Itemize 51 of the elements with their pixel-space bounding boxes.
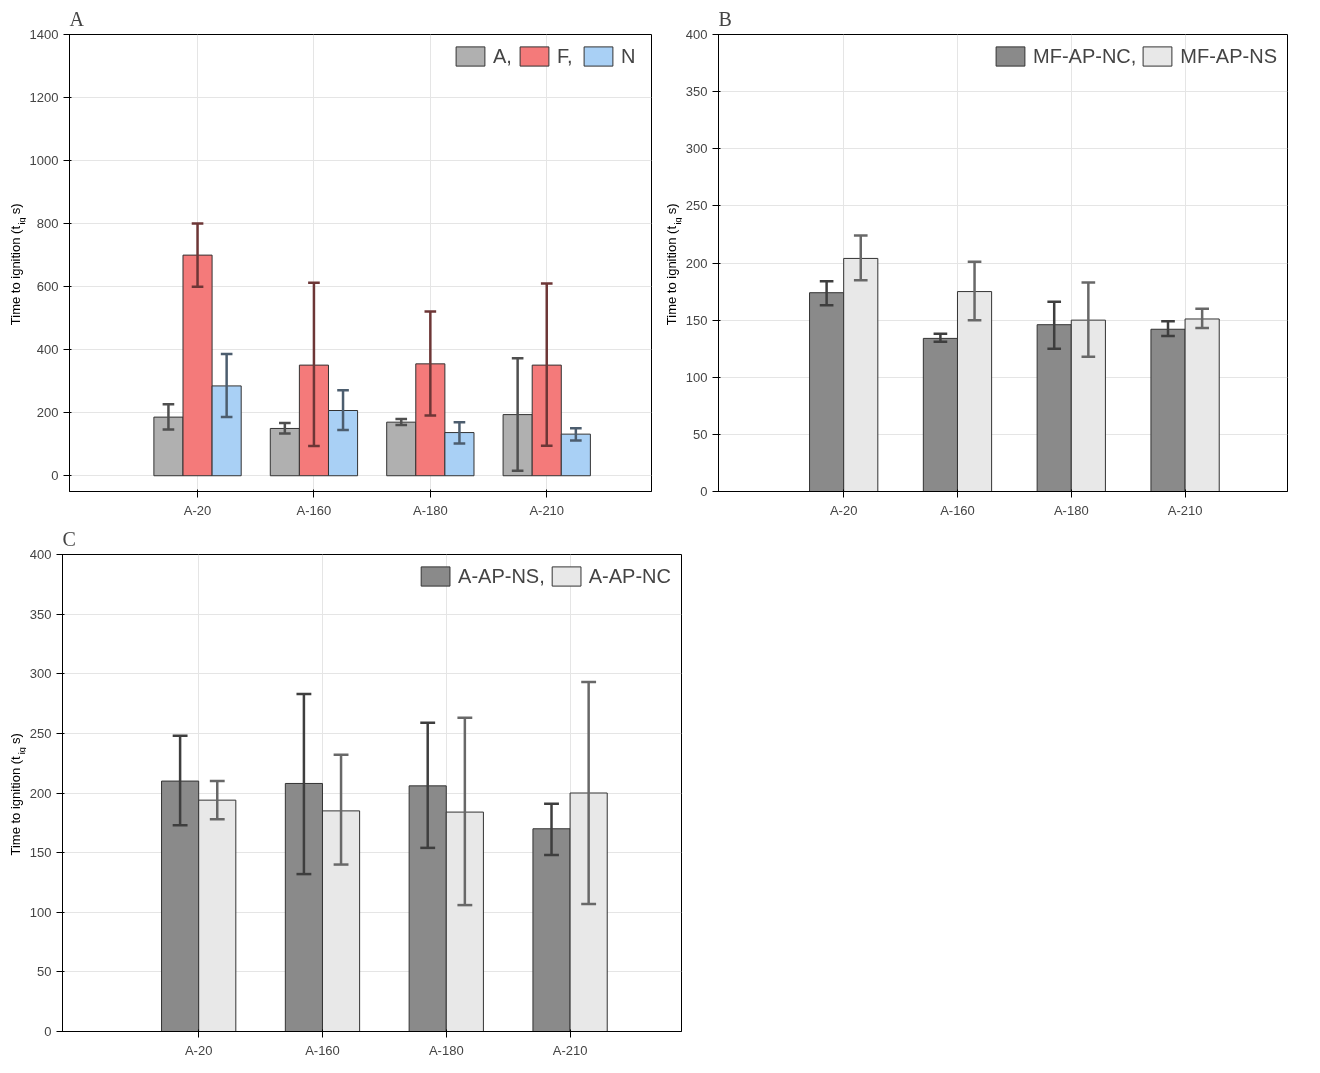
x-tick-label: A-180 xyxy=(1053,502,1089,518)
y-tick-label: 50 xyxy=(37,964,52,980)
y-tick-label: 600 xyxy=(36,279,59,295)
y-tick-label: 150 xyxy=(29,845,52,861)
legend-label: MF-AP-NS xyxy=(1180,44,1277,68)
legend-label: A-AP-NC xyxy=(588,564,671,588)
legend-label: A-AP-NS, xyxy=(458,564,545,588)
y-tick-label: 250 xyxy=(29,725,52,741)
y-tick-label: 400 xyxy=(685,27,708,42)
y-tick-label: 200 xyxy=(36,405,59,421)
y-axis-title: Time to ignition (tigs) xyxy=(663,203,683,326)
y-tick-label: 0 xyxy=(51,468,59,484)
y-tick-label: 400 xyxy=(29,547,52,562)
y-tick-label: 200 xyxy=(29,785,52,801)
legend-label: MF-AP-NC, xyxy=(1033,44,1137,68)
y-tick-label: 150 xyxy=(685,312,708,328)
y-tick-label: 350 xyxy=(29,606,52,622)
y-tick-label: 1000 xyxy=(29,153,59,169)
x-tick-label: A-20 xyxy=(829,502,858,518)
y-tick-label: 100 xyxy=(685,369,708,385)
y-axis-title: Time to ignition (tigs) xyxy=(7,733,27,856)
y-axis-title: Time to ignition (tigs) xyxy=(7,203,27,326)
x-tick-label: A-20 xyxy=(184,1042,213,1058)
x-tick-label: A-180 xyxy=(413,502,448,518)
x-tick-label: A-20 xyxy=(183,502,212,518)
y-tick-label: 100 xyxy=(29,904,52,920)
y-tick-label: 800 xyxy=(36,216,59,232)
x-tick-label: A-160 xyxy=(305,1042,340,1058)
y-tick-label: 0 xyxy=(700,484,708,499)
chart-title: B xyxy=(718,7,732,30)
chart-title: A xyxy=(69,7,85,30)
chart-title: C xyxy=(62,527,76,550)
x-tick-label: A-180 xyxy=(428,1042,464,1058)
y-tick-label: 300 xyxy=(685,141,708,157)
y-tick-label: 50 xyxy=(693,426,708,442)
x-tick-label: A-210 xyxy=(1167,502,1203,518)
x-tick-label: A-210 xyxy=(552,1042,588,1058)
y-tick-label: 200 xyxy=(685,255,708,271)
x-tick-label: A-160 xyxy=(940,502,975,518)
y-tick-label: 1400 xyxy=(29,27,59,42)
y-tick-label: 300 xyxy=(29,666,52,682)
y-tick-label: 350 xyxy=(685,84,708,100)
x-tick-label: A-210 xyxy=(529,502,565,518)
y-tick-label: 400 xyxy=(36,342,59,358)
y-tick-label: 250 xyxy=(685,198,708,214)
y-tick-label: 1200 xyxy=(29,90,59,106)
legend-label: F, xyxy=(557,44,574,68)
legend-label: N xyxy=(621,44,637,68)
x-tick-label: A-160 xyxy=(296,502,332,518)
y-tick-label: 0 xyxy=(44,1024,52,1039)
legend-label: A, xyxy=(493,44,513,68)
